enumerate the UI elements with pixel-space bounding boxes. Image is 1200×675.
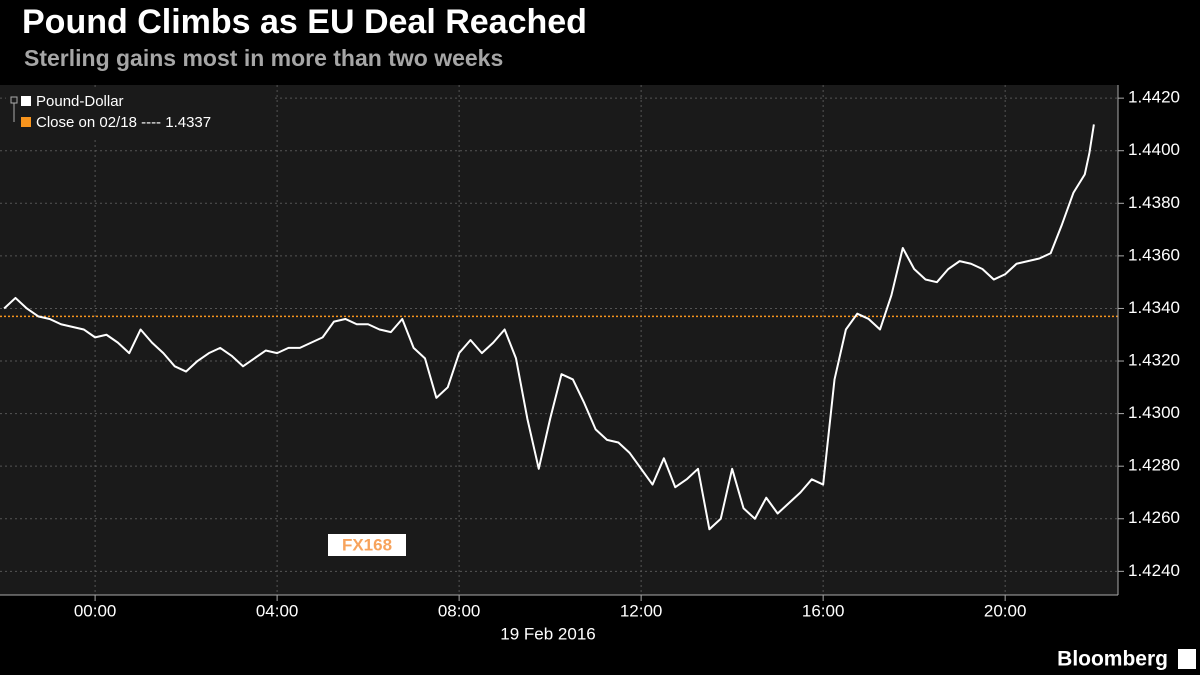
y-tick-label: 1.4340 — [1128, 298, 1180, 317]
y-tick-label: 1.4320 — [1128, 351, 1180, 370]
x-tick-label: 12:00 — [620, 601, 663, 620]
x-axis-label: 19 Feb 2016 — [500, 624, 595, 643]
legend-swatch — [21, 117, 31, 127]
source: Bloomberg — [1057, 648, 1168, 671]
legend-label: Pound-Dollar — [36, 93, 124, 110]
legend-box — [6, 90, 274, 138]
legend-label: Close on 02/18 ---- 1.4337 — [36, 114, 211, 131]
plot-area — [0, 85, 1118, 595]
x-tick-label: 00:00 — [74, 601, 117, 620]
y-tick-label: 1.4260 — [1128, 508, 1180, 527]
chart-title: Pound Climbs as EU Deal Reached — [22, 3, 587, 41]
y-tick-label: 1.4360 — [1128, 245, 1180, 264]
y-tick-label: 1.4400 — [1128, 140, 1180, 159]
y-tick-label: 1.4420 — [1128, 88, 1180, 107]
x-tick-label: 16:00 — [802, 601, 845, 620]
y-tick-label: 1.4280 — [1128, 456, 1180, 475]
watermark: FX168 — [342, 535, 392, 554]
watermark-box — [328, 534, 406, 556]
legend: Pound-Dollar Close on 02/18 ---- 1.4337 — [6, 90, 274, 138]
y-tick-label: 1.4380 — [1128, 193, 1180, 212]
x-tick-label: 08:00 — [438, 601, 481, 620]
y-tick-label: 1.4300 — [1128, 403, 1180, 422]
logo-icon — [1178, 649, 1196, 669]
chart-subtitle: Sterling gains most in more than two wee… — [24, 45, 503, 71]
x-tick-label: 04:00 — [256, 601, 299, 620]
x-tick-label: 20:00 — [984, 601, 1027, 620]
legend-swatch — [21, 96, 31, 106]
y-tick-label: 1.4240 — [1128, 561, 1180, 580]
line-series — [3, 124, 1095, 531]
